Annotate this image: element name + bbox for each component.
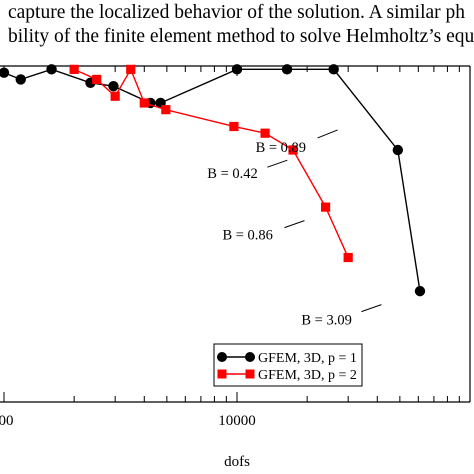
data-point (108, 80, 119, 92)
x-axis-ticks: 00 10000 (0, 66, 471, 429)
x-tick-label: 10000 (218, 413, 256, 429)
data-point (392, 144, 404, 156)
x-tick-label: 00 (0, 413, 14, 429)
data-point (92, 74, 102, 85)
legend-label: GFEM, 3D, p = 2 (258, 368, 357, 383)
annotation-label: B = 0.86 (222, 228, 272, 244)
legend-box (213, 343, 363, 387)
data-point (231, 64, 243, 75)
annotation-leader (361, 304, 382, 313)
data-point (288, 145, 298, 155)
paper-text-line-1: capture the localized behavior of the so… (8, 2, 466, 23)
series-1 (0, 64, 426, 297)
annotation-label: B = 0.42 (207, 166, 257, 182)
legend-entry-2: GFEM, 3D, p = 2 (217, 368, 357, 383)
legend-marker (245, 369, 255, 379)
data-point (343, 252, 353, 263)
legend-marker (217, 369, 227, 379)
data-point (161, 105, 171, 115)
data-point (46, 64, 57, 75)
legend-label: GFEM, 3D, p = 1 (258, 351, 357, 366)
data-point (260, 128, 270, 138)
annotation-label: B = 3.09 (301, 313, 351, 329)
x-axis-label: dofs (224, 454, 250, 470)
annotations-group: B = 0.89 B = 0.42 B = 0.86 B = 3.09 (207, 129, 382, 329)
data-point (0, 67, 10, 78)
annotation-leader (267, 159, 288, 168)
data-point (229, 121, 239, 132)
legend: GFEM, 3D, p = 1 GFEM, 3D, p = 2 (213, 343, 363, 387)
paper-text-line-2: bility of the finite element method to s… (8, 26, 474, 47)
data-point (328, 64, 339, 75)
legend-entry-1: GFEM, 3D, p = 1 (217, 351, 357, 366)
data-point (139, 98, 149, 108)
data-point (110, 91, 120, 101)
series-2 (69, 64, 353, 263)
legend-marker (245, 352, 255, 362)
data-point (15, 74, 26, 85)
legend-marker (217, 352, 227, 362)
series-group (0, 64, 426, 297)
data-point (281, 64, 293, 75)
annotation-label: B = 0.89 (256, 140, 306, 156)
data-point (126, 64, 136, 74)
annotation-leader (284, 220, 305, 229)
data-point (320, 202, 331, 212)
annotation-leader (317, 129, 338, 139)
data-point (69, 64, 79, 74)
data-point (414, 285, 426, 297)
